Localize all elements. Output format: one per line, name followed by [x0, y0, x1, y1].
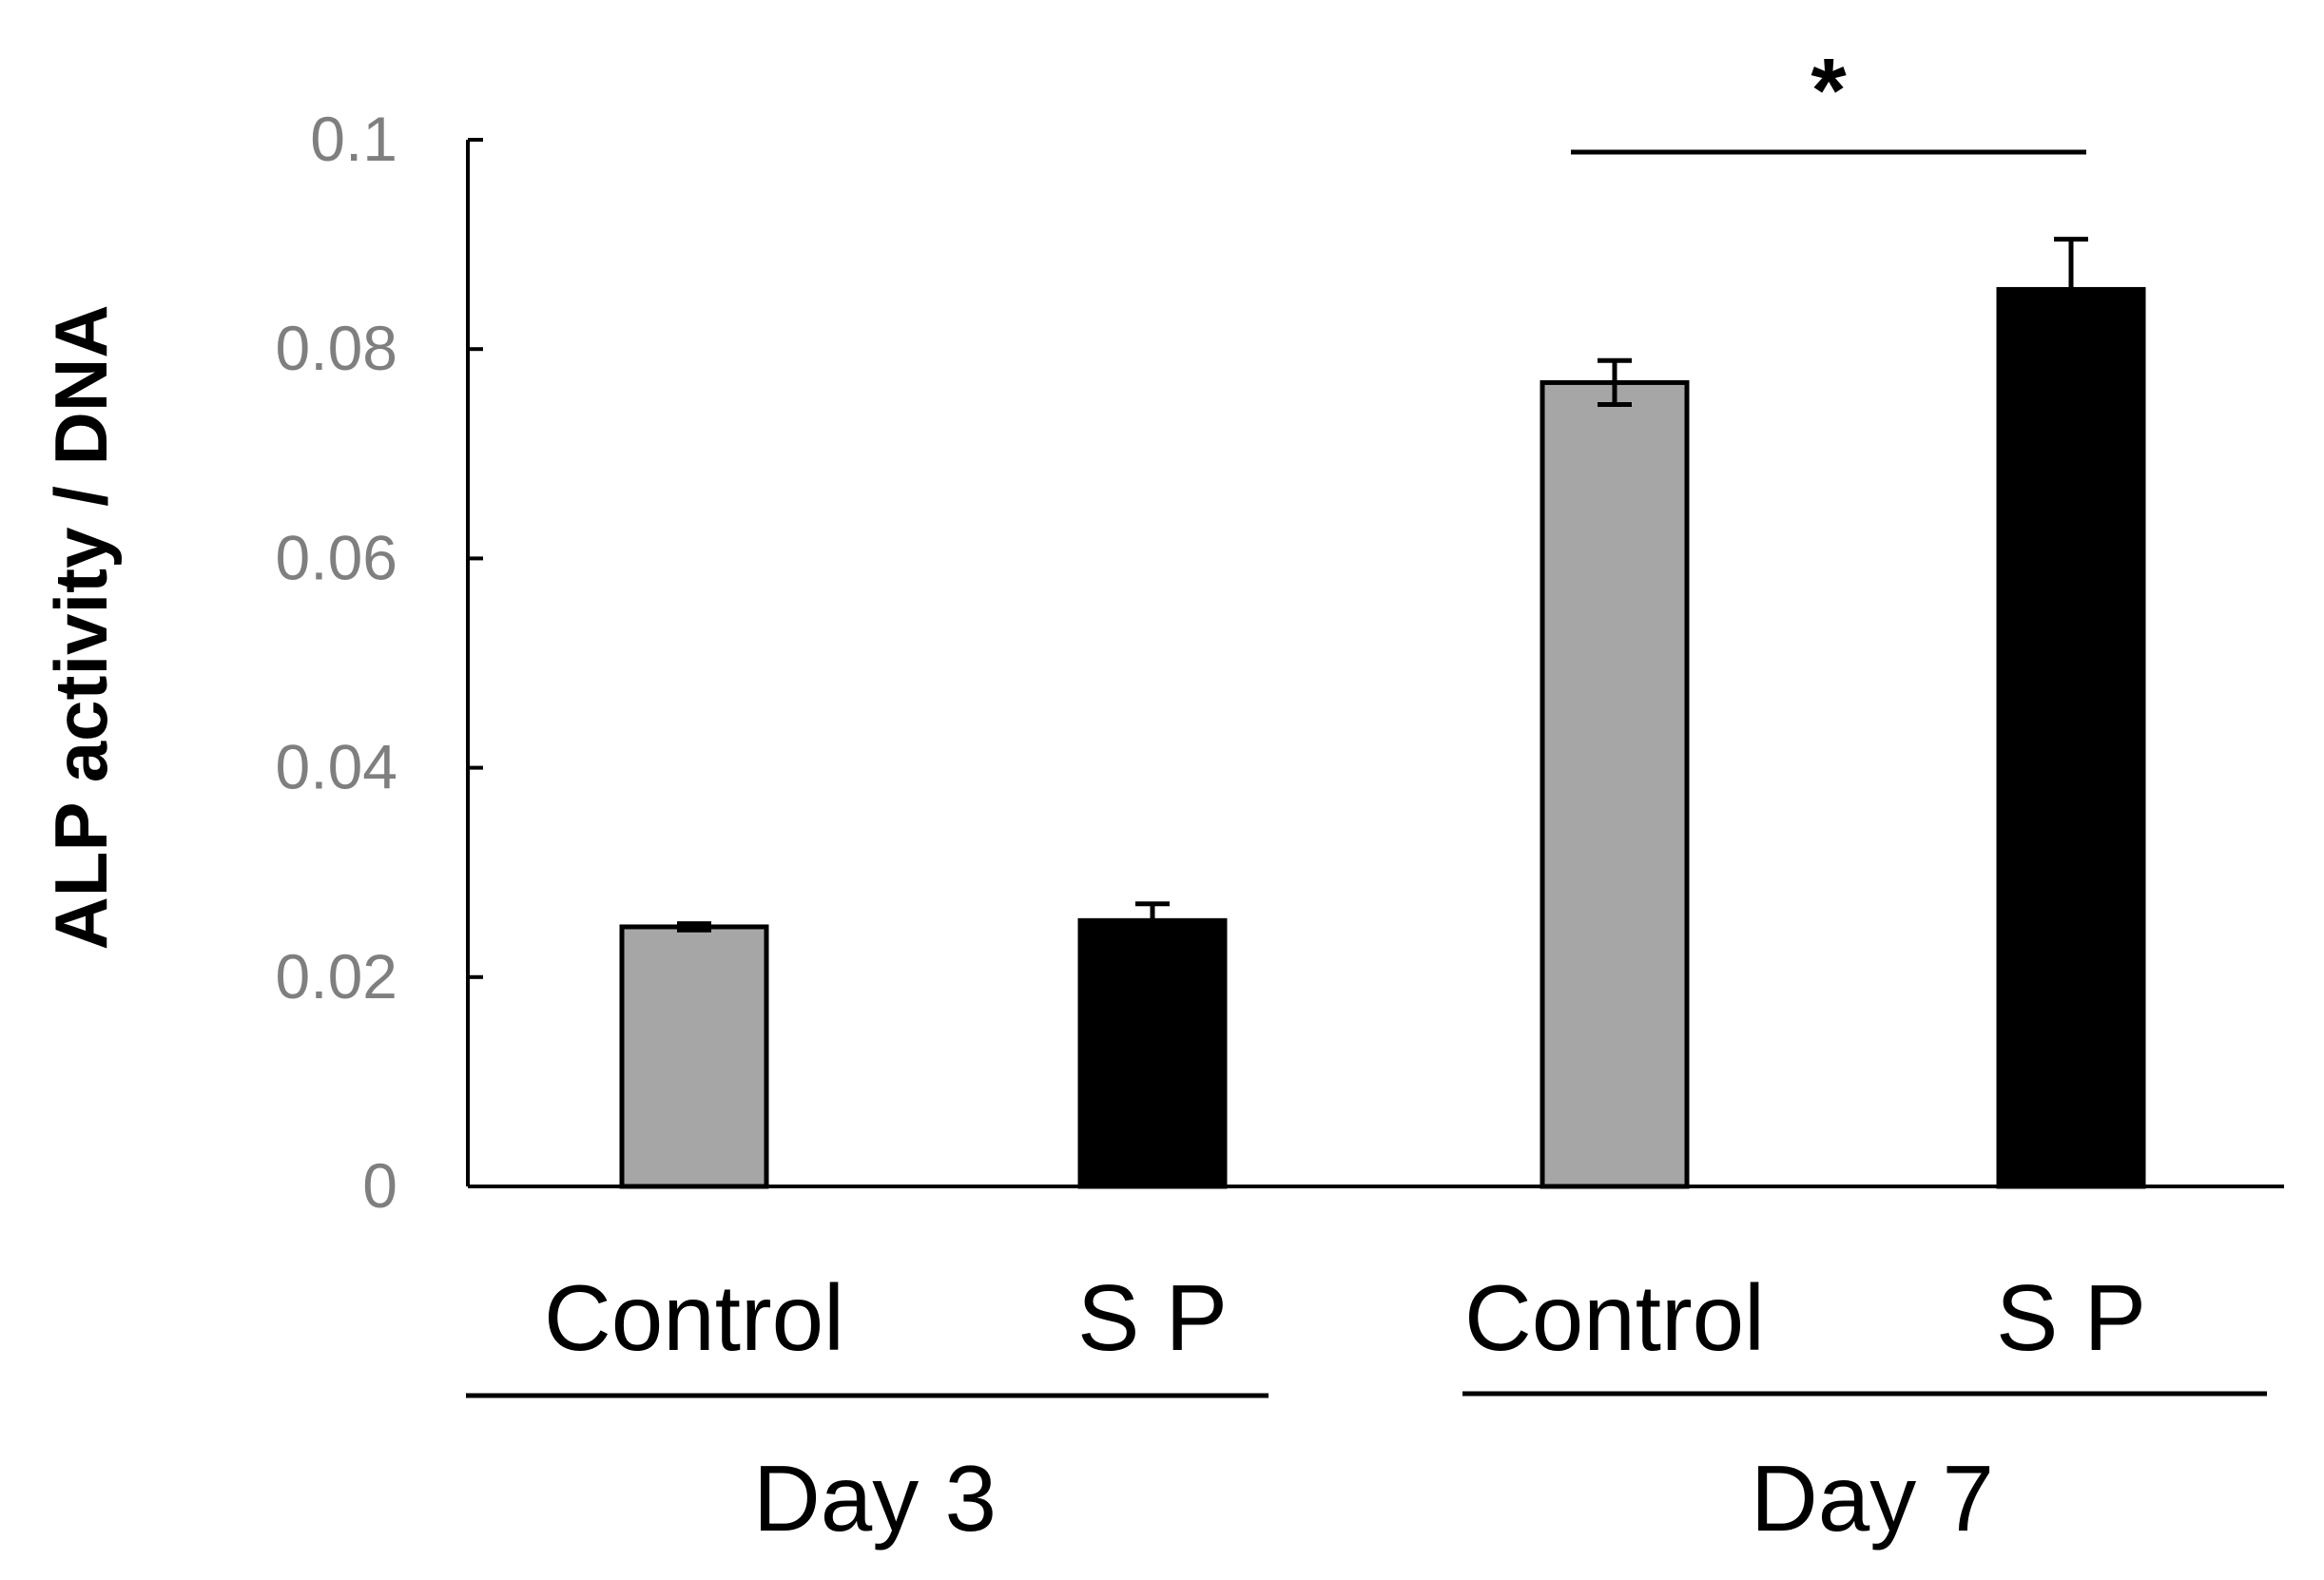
x-axis: Control S P Control S P Day 3 Day 7 — [466, 1185, 2284, 1551]
y-tick-label: 0.08 — [276, 313, 397, 383]
bar-day-3-control — [619, 924, 769, 1189]
bar-day-7-sp — [1996, 286, 2146, 1189]
y-tick-label: 0.1 — [310, 104, 397, 174]
group-label-day-3: Day 3 — [753, 1446, 997, 1551]
x-category-label: S P — [1996, 1265, 2146, 1370]
bars-group — [619, 286, 2146, 1189]
error-bars-group — [677, 237, 2088, 940]
bar-day-3-sp — [1077, 917, 1228, 1189]
x-category-label: Control — [1464, 1265, 1765, 1370]
bar-day-7-control — [1540, 379, 1690, 1189]
y-tick-label: 0.04 — [276, 732, 397, 802]
y-axis-label: ALP activity / DNA — [39, 304, 123, 950]
x-category-label: Control — [544, 1265, 844, 1370]
group-label-day-7: Day 7 — [1751, 1446, 1994, 1551]
y-tick-label: 0.06 — [276, 522, 397, 592]
y-tick-label: 0.02 — [276, 941, 397, 1012]
significance-asterisk: * — [1811, 40, 1847, 142]
y-tick-label: 0 — [362, 1150, 397, 1221]
significance-group: * — [1571, 40, 2086, 155]
y-axis: 0 0.02 0.04 0.06 0.08 0.1 — [276, 104, 483, 1221]
x-category-label: S P — [1077, 1265, 1228, 1370]
